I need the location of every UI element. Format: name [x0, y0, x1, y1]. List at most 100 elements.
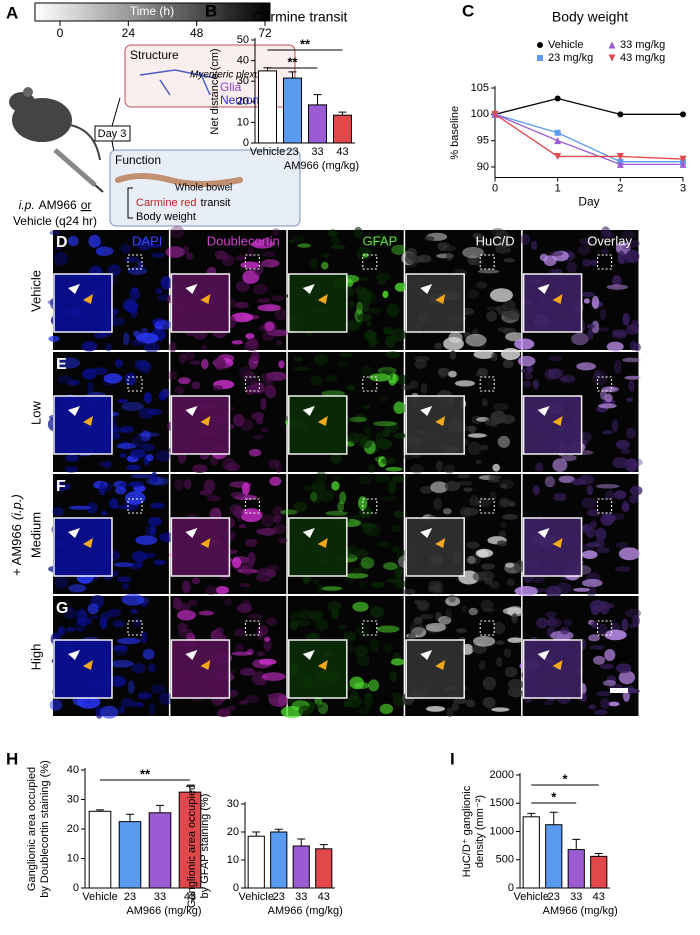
texture: [348, 300, 355, 308]
texture: [198, 610, 215, 616]
y-tick-label: 30: [237, 75, 249, 87]
marker: [680, 111, 686, 118]
texture: [143, 341, 160, 353]
texture: [264, 321, 275, 332]
texture: [391, 475, 404, 483]
texture: [159, 692, 173, 705]
texture: [231, 557, 242, 569]
inset: [522, 395, 583, 455]
texture: [457, 481, 473, 486]
texture: [614, 490, 627, 500]
inset: [288, 517, 348, 577]
arrowhead: [537, 528, 550, 538]
gut-icon: [115, 173, 243, 187]
texture: [315, 619, 329, 631]
texture: [103, 460, 112, 470]
texture: [267, 693, 279, 699]
texture: [489, 491, 497, 501]
texture: [256, 651, 266, 657]
y-tick-label: 1000: [490, 825, 514, 837]
texture: [298, 705, 312, 717]
legend-marker: [608, 54, 616, 62]
texture: [255, 572, 272, 583]
texture: [215, 634, 227, 641]
x-tick-label: 33: [154, 891, 166, 903]
texture: [593, 655, 606, 665]
texture: [112, 427, 127, 433]
texture: [514, 586, 539, 596]
error-bar: [549, 811, 558, 825]
texture: [238, 700, 249, 705]
texture: [604, 649, 616, 662]
texture: [445, 608, 452, 620]
texture: [191, 577, 201, 585]
texture: [368, 333, 377, 348]
texture: [622, 312, 630, 326]
texture: [599, 308, 607, 321]
texture: [473, 349, 495, 359]
micrograph: [284, 226, 407, 350]
arrowhead: [317, 294, 328, 304]
texture: [394, 566, 403, 579]
error-bar: [313, 94, 322, 105]
texture: [611, 420, 619, 431]
texture: [547, 616, 557, 627]
texture: [244, 695, 260, 704]
texture: [358, 561, 370, 572]
texture: [393, 432, 407, 439]
texture: [121, 698, 134, 707]
texture: [434, 342, 443, 350]
texture: [379, 703, 394, 714]
texture: [381, 429, 391, 438]
texture: [424, 236, 435, 241]
texture: [149, 243, 161, 248]
texture: [420, 485, 433, 494]
micrograph: [166, 351, 288, 474]
texture: [508, 678, 524, 690]
texture: [186, 252, 194, 260]
texture: [134, 360, 150, 371]
readout: Body weight: [136, 211, 196, 223]
texture: [588, 704, 597, 710]
row-label: High: [28, 644, 43, 671]
texture: [338, 624, 346, 630]
texture: [247, 613, 263, 620]
texture: [593, 369, 601, 379]
texture: [454, 380, 475, 387]
texture: [357, 313, 372, 322]
texture: [492, 417, 505, 424]
texture: [260, 372, 275, 383]
bar: [333, 114, 352, 144]
bar: [567, 849, 585, 889]
texture: [492, 622, 506, 635]
texture: [376, 438, 393, 450]
texture: [190, 360, 201, 366]
texture: [239, 667, 256, 676]
texture: [48, 335, 60, 342]
texture: [456, 628, 467, 633]
arrowhead: [317, 660, 328, 670]
texture: [625, 427, 637, 439]
group-label-text: + AM966: [9, 524, 24, 576]
texture: [130, 339, 145, 346]
texture: [629, 485, 643, 496]
texture: [443, 464, 456, 474]
texture: [385, 351, 401, 358]
texture: [98, 461, 113, 467]
texture: [571, 478, 586, 486]
texture: [318, 489, 335, 502]
texture: [311, 481, 327, 492]
texture: [625, 324, 639, 335]
texture: [178, 353, 186, 364]
error-bar: [288, 71, 297, 79]
texture: [143, 392, 152, 404]
texture: [391, 328, 406, 342]
arrowhead: [435, 538, 446, 548]
texture: [358, 474, 371, 485]
y-tick-label: 0: [508, 882, 514, 894]
texture: [322, 252, 330, 259]
bar: [270, 831, 288, 889]
texture: [473, 635, 496, 647]
texture: [136, 332, 159, 344]
inset-source: [479, 620, 495, 636]
